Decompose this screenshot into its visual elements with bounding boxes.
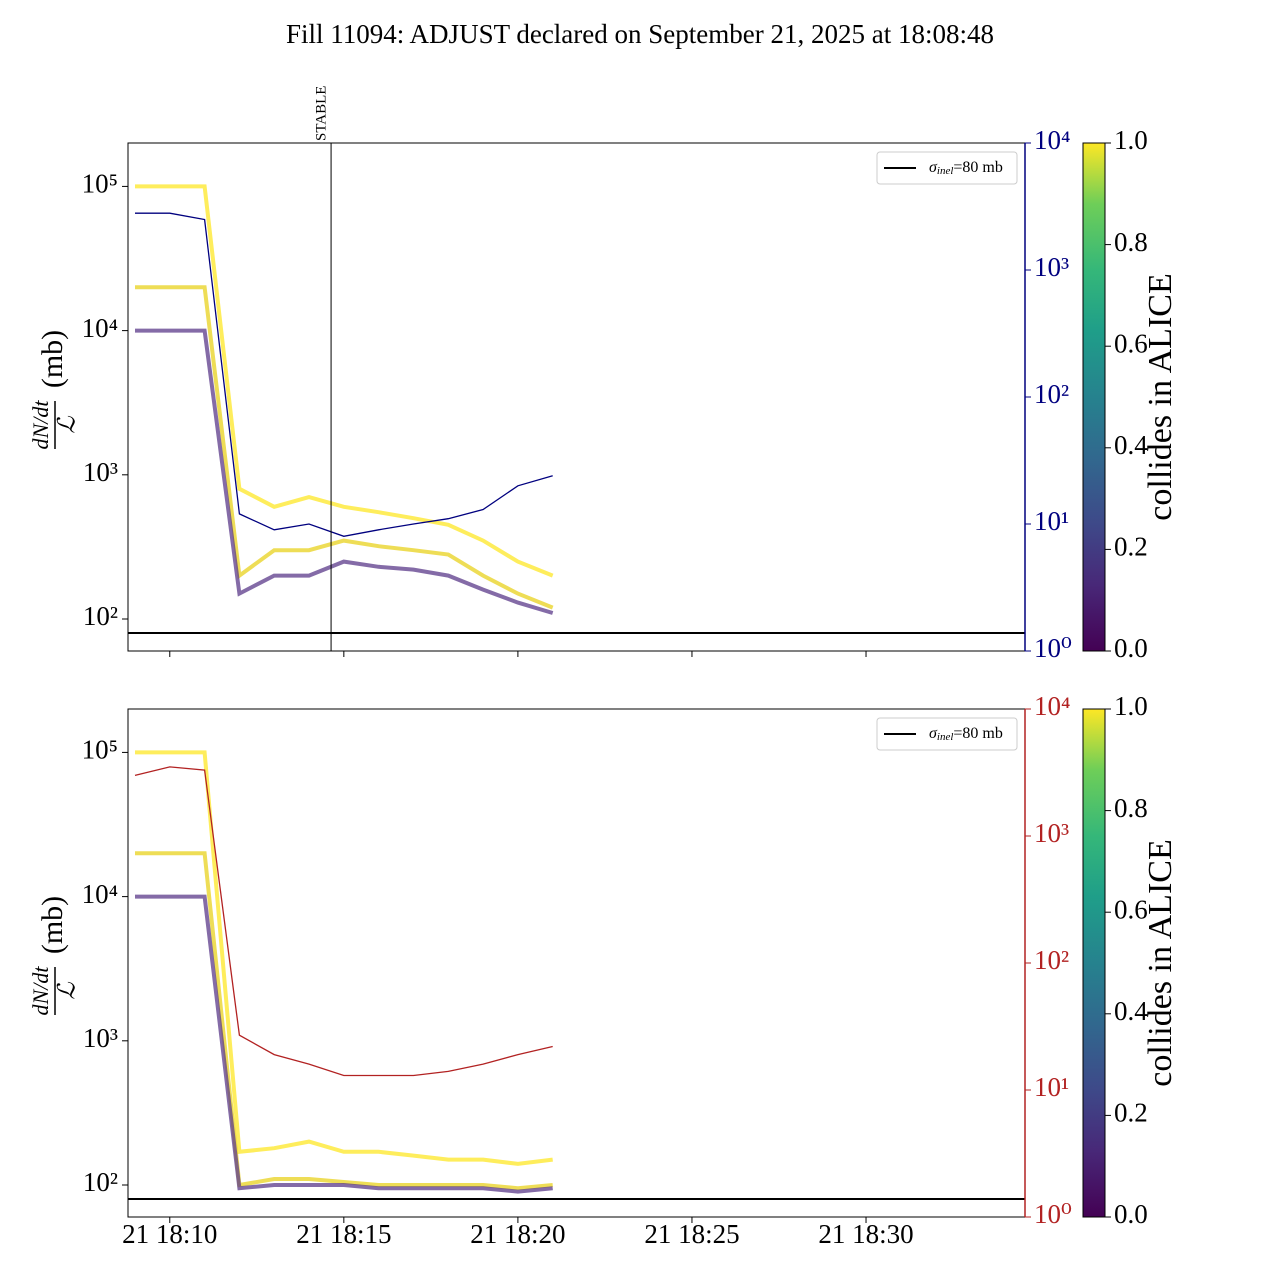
y-label-numerator: dN/dt <box>28 966 53 1016</box>
y2-tick-label: 10³ <box>1034 818 1069 848</box>
bunch-line <box>135 184 554 578</box>
y2-tick-label: 10⁰ <box>1034 633 1072 663</box>
x-tick-label: 21 18:20 <box>470 1219 565 1249</box>
y2-line <box>135 212 553 537</box>
y-axis-label: dN/dt ℒ (mb) <box>28 896 80 1016</box>
y2-tick-label: 10¹ <box>1034 1072 1069 1102</box>
plot-frame <box>127 708 1026 1218</box>
legend-label: σinel=80 mb <box>929 725 1003 743</box>
colorbar-tick-label: 0.2 <box>1114 532 1148 562</box>
bunch-line <box>135 750 553 1166</box>
annotation-text: STABLE <box>314 86 330 141</box>
y-label-denominator: ℒ <box>55 982 81 1000</box>
legend-symbol: σ <box>929 159 938 176</box>
y-label-unit: (mb) <box>36 330 69 388</box>
legend: σinel=80 mb <box>876 151 1018 185</box>
y-label-denominator: ℒ <box>55 416 81 434</box>
colorbar-tick-label: 0.4 <box>1114 996 1148 1026</box>
y-label-numerator: dN/dt <box>28 400 53 450</box>
y2-tick-label: 10² <box>1034 945 1069 975</box>
y2-tick-label: 10¹ <box>1034 506 1069 536</box>
bunch-line <box>135 328 554 615</box>
chart-title: Fill 11094: ADJUST declared on September… <box>286 19 994 49</box>
bunch-line <box>135 285 554 610</box>
y2-tick-label: 10⁴ <box>1034 125 1070 155</box>
colorbar-tick-label: 0.0 <box>1114 1199 1148 1229</box>
colorbar-tick-label: 0.8 <box>1114 793 1148 823</box>
y-tick-label: 10⁴ <box>82 879 118 909</box>
y-tick-label: 10³ <box>83 1023 118 1053</box>
y2-line <box>134 766 553 1077</box>
colorbar-tick-label: 1.0 <box>1114 691 1148 721</box>
y-tick-label: 10⁵ <box>82 735 118 765</box>
y2-tick-label: 10⁰ <box>1034 1199 1072 1229</box>
y2-tick-label: 10⁴ <box>1034 691 1070 721</box>
x-tick-label: 21 18:30 <box>818 1219 913 1249</box>
legend-text: =80 mb <box>953 159 1002 176</box>
colorbar-tick-label: 0.0 <box>1114 633 1148 663</box>
colorbar-label: collides in ALICE <box>1142 839 1179 1086</box>
bunch-line <box>135 894 553 1194</box>
y2-tick-label: 10³ <box>1034 252 1069 282</box>
colorbar <box>1082 142 1106 652</box>
y-tick-label: 10² <box>83 601 118 631</box>
x-tick-label: 21 18:25 <box>644 1219 739 1249</box>
colorbar-tick-label: 0.6 <box>1114 894 1148 924</box>
colorbar-tick-label: 0.2 <box>1114 1098 1148 1128</box>
y2-tick-label: 10² <box>1034 379 1069 409</box>
legend: σinel=80 mb <box>876 717 1018 751</box>
x-tick-label: 21 18:15 <box>296 1219 391 1249</box>
x-tick-label: 21 18:10 <box>122 1219 217 1249</box>
colorbar-tick-label: 0.4 <box>1114 430 1148 460</box>
legend-subscript: inel <box>937 165 954 177</box>
legend-box <box>876 717 1018 751</box>
legend-box <box>876 151 1018 185</box>
legend-label: σinel=80 mb <box>929 159 1003 177</box>
legend-text: =80 mb <box>953 725 1002 742</box>
colorbar <box>1082 708 1106 1218</box>
colorbar-tick-label: 0.6 <box>1114 328 1148 358</box>
y-tick-label: 10² <box>83 1167 118 1197</box>
y-tick-label: 10³ <box>83 457 118 487</box>
colorbar-tick-label: 1.0 <box>1114 125 1148 155</box>
colorbar-tick-label: 0.8 <box>1114 227 1148 257</box>
y-label-unit: (mb) <box>36 896 69 954</box>
y-axis-label: dN/dt ℒ (mb) <box>28 330 80 450</box>
colorbar-label: collides in ALICE <box>1142 273 1179 520</box>
y-tick-label: 10⁵ <box>82 169 118 199</box>
y-tick-label: 10⁴ <box>82 313 118 343</box>
legend-symbol: σ <box>929 725 938 742</box>
bunch-line <box>135 851 553 1191</box>
plot-frame <box>127 142 1026 652</box>
legend-subscript: inel <box>937 731 954 743</box>
